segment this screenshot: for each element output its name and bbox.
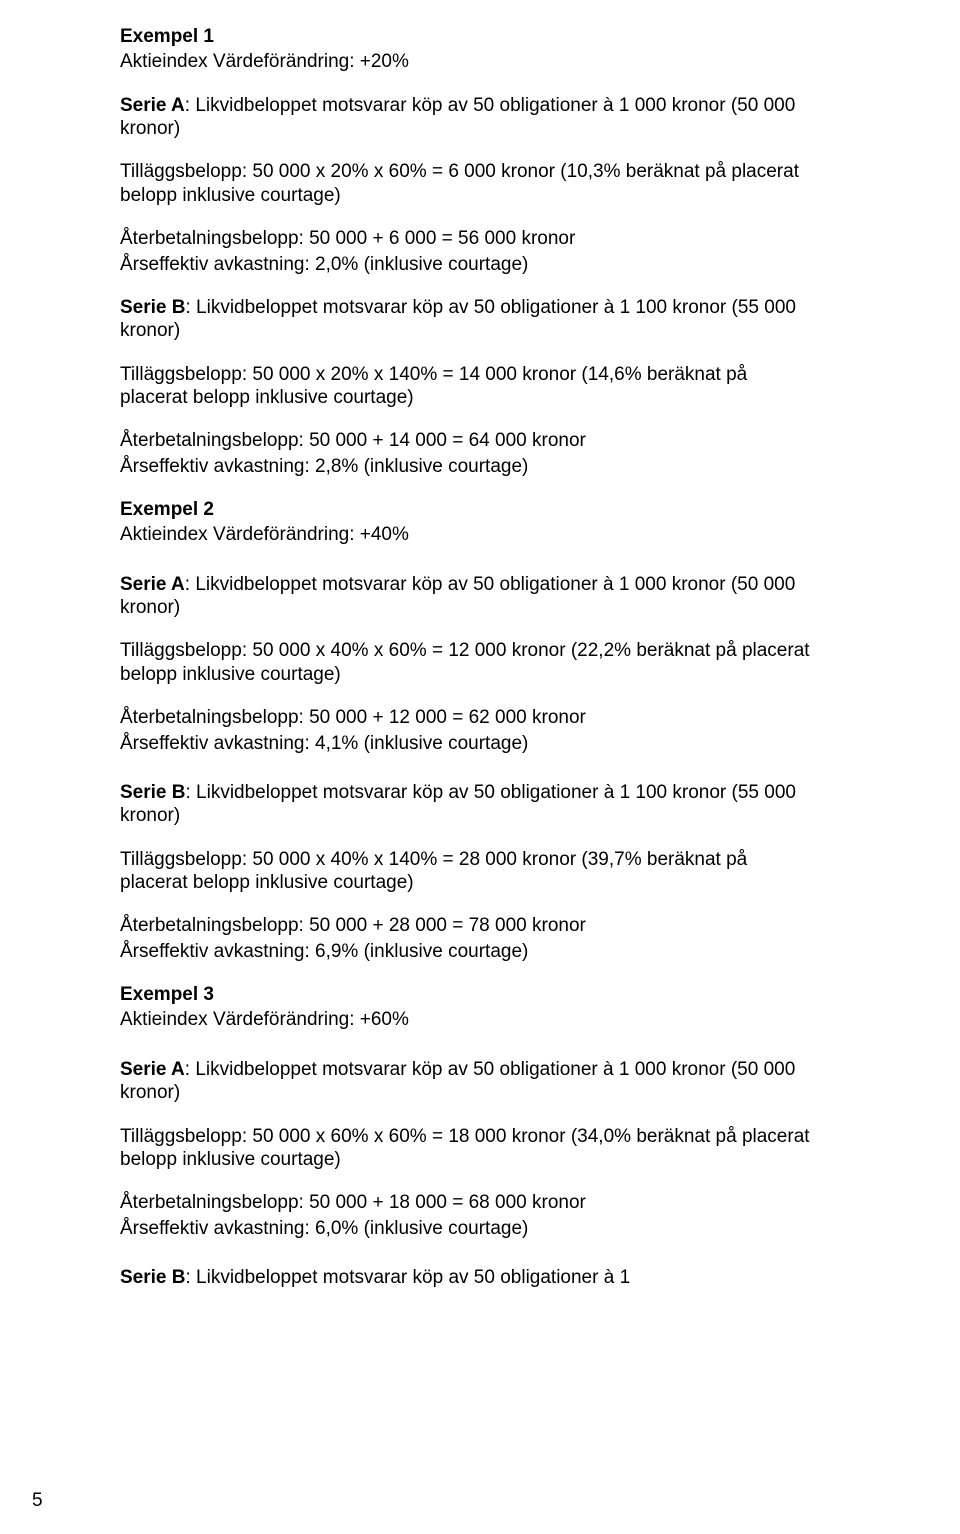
series-intro: Serie A: Likvidbeloppet motsvarar köp av…	[120, 94, 815, 141]
addon-amount: Tilläggsbelopp: 50 000 x 60% x 60% = 18 …	[120, 1125, 815, 1172]
addon-amount: Tilläggsbelopp: 50 000 x 20% x 60% = 6 0…	[120, 160, 815, 207]
addon-amount: Tilläggsbelopp: 50 000 x 20% x 140% = 14…	[120, 363, 815, 410]
annual-yield: Årseffektiv avkastning: 6,9% (inklusive …	[120, 940, 815, 963]
series-intro: Serie A: Likvidbeloppet motsvarar köp av…	[120, 1058, 815, 1105]
addon-amount: Tilläggsbelopp: 50 000 x 40% x 60% = 12 …	[120, 639, 815, 686]
series-label: Serie B	[120, 1267, 185, 1288]
repayment: Återbetalningsbelopp: 50 000 + 6 000 = 5…	[120, 227, 815, 250]
annual-yield: Årseffektiv avkastning: 4,1% (inklusive …	[120, 732, 815, 755]
repayment: Återbetalningsbelopp: 50 000 + 18 000 = …	[120, 1191, 815, 1214]
series-label: Serie B	[120, 297, 185, 318]
annual-yield: Årseffektiv avkastning: 6,0% (inklusive …	[120, 1217, 815, 1240]
series-desc: : Likvidbeloppet motsvarar köp av 50 obl…	[120, 1059, 795, 1103]
repayment: Återbetalningsbelopp: 50 000 + 12 000 = …	[120, 706, 815, 729]
example-title: Exempel 1	[120, 25, 815, 48]
repayment: Återbetalningsbelopp: 50 000 + 28 000 = …	[120, 914, 815, 937]
example-title: Exempel 2	[120, 498, 815, 521]
addon-amount: Tilläggsbelopp: 50 000 x 40% x 140% = 28…	[120, 848, 815, 895]
annual-yield: Årseffektiv avkastning: 2,8% (inklusive …	[120, 455, 815, 478]
index-change: Aktieindex Värdeförändring: +40%	[120, 523, 815, 546]
series-desc: : Likvidbeloppet motsvarar köp av 50 obl…	[120, 782, 796, 826]
series-label: Serie A	[120, 1059, 185, 1080]
series-intro: Serie B: Likvidbeloppet motsvarar köp av…	[120, 781, 815, 828]
index-change: Aktieindex Värdeförändring: +60%	[120, 1008, 815, 1031]
page-number: 5	[32, 1490, 43, 1512]
index-change: Aktieindex Värdeförändring: +20%	[120, 50, 815, 73]
example-title: Exempel 3	[120, 983, 815, 1006]
series-intro: Serie A: Likvidbeloppet motsvarar köp av…	[120, 573, 815, 620]
series-desc: : Likvidbeloppet motsvarar köp av 50 obl…	[120, 95, 795, 139]
series-intro: Serie B: Likvidbeloppet motsvarar köp av…	[120, 1266, 815, 1289]
series-label: Serie B	[120, 782, 185, 803]
series-desc: : Likvidbeloppet motsvarar köp av 50 obl…	[120, 297, 796, 341]
repayment: Återbetalningsbelopp: 50 000 + 14 000 = …	[120, 429, 815, 452]
series-intro: Serie B: Likvidbeloppet motsvarar köp av…	[120, 296, 815, 343]
series-label: Serie A	[120, 95, 185, 116]
document-body: Exempel 1 Aktieindex Värdeförändring: +2…	[120, 25, 815, 1289]
series-desc: : Likvidbeloppet motsvarar köp av 50 obl…	[185, 1267, 630, 1288]
series-desc: : Likvidbeloppet motsvarar köp av 50 obl…	[120, 574, 795, 618]
document-page: Exempel 1 Aktieindex Värdeförändring: +2…	[0, 0, 960, 1534]
annual-yield: Årseffektiv avkastning: 2,0% (inklusive …	[120, 253, 815, 276]
series-label: Serie A	[120, 574, 185, 595]
